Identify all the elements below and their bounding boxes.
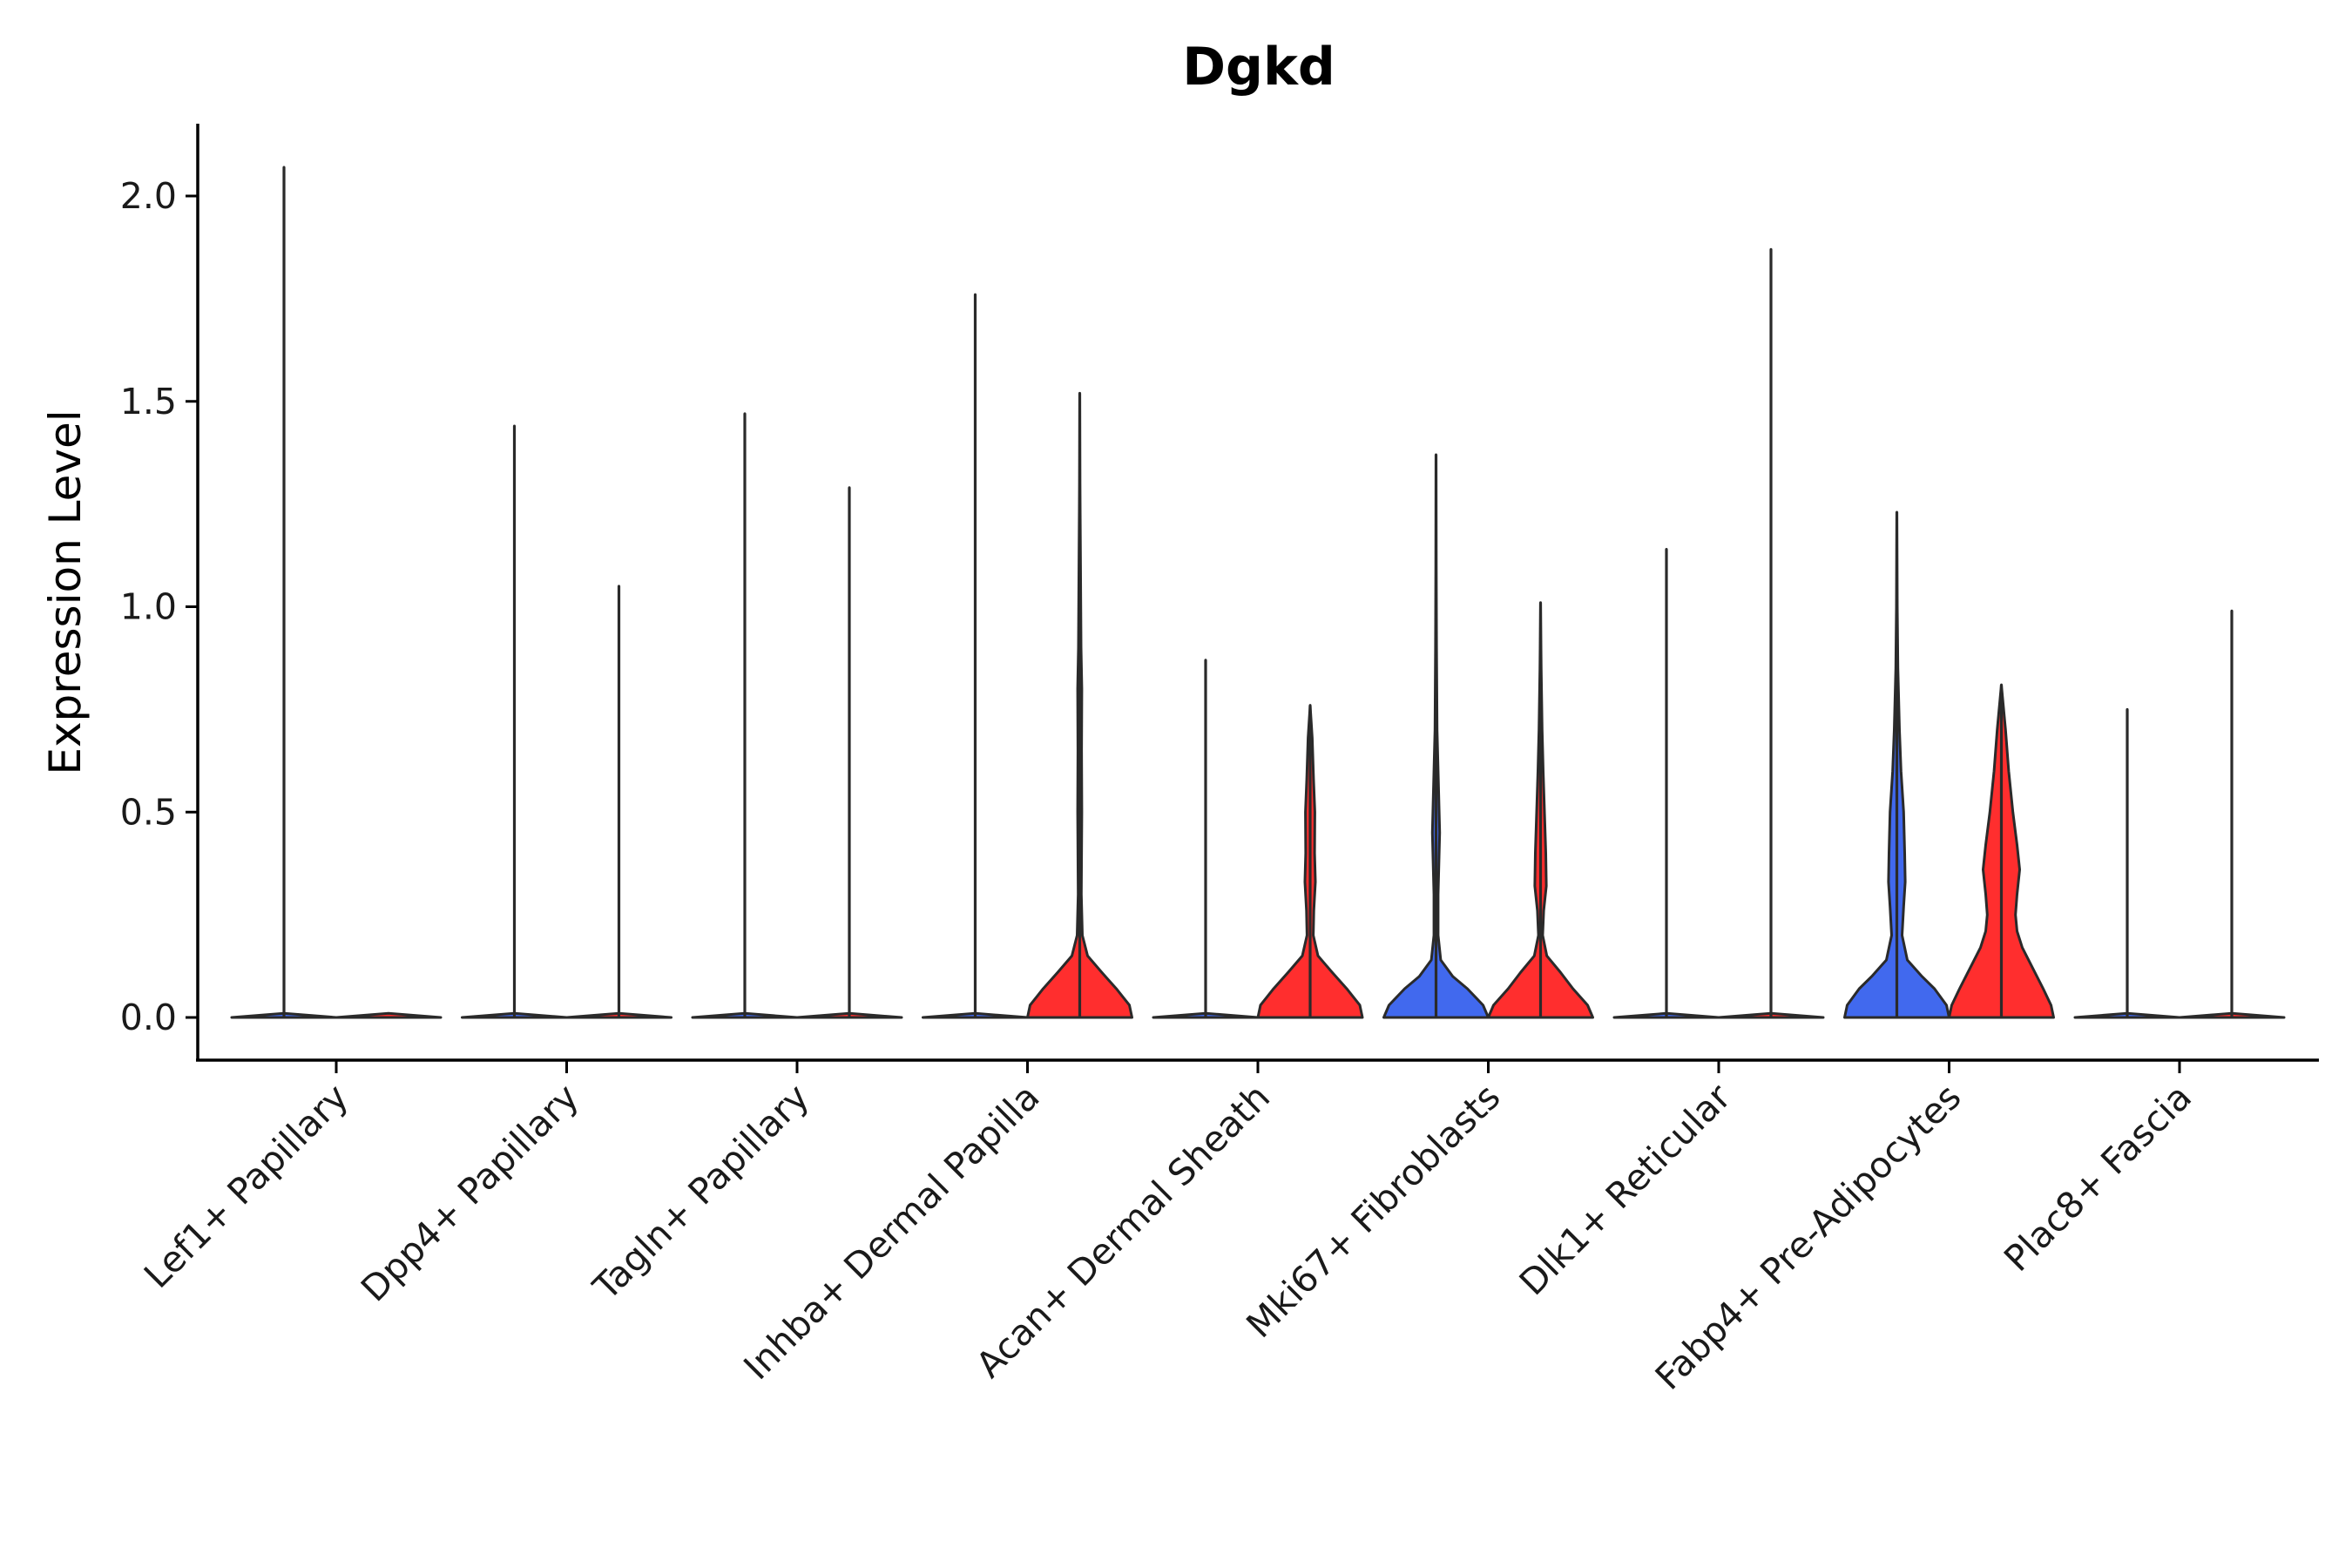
chart-title: Dgkd	[1182, 37, 1335, 98]
y-tick-label: 0.0	[120, 997, 177, 1038]
y-tick-label: 2.0	[120, 175, 177, 217]
y-tick-label: 1.0	[120, 586, 177, 628]
x-tick-label: Mki67+ Fibroblasts	[1239, 1076, 1509, 1346]
x-tick-label: Dpp4+ Papillary	[353, 1076, 586, 1309]
x-tick-label: Plac8+ Fascia	[1996, 1076, 2200, 1280]
x-tick-label: Lef1+ Papillary	[136, 1076, 356, 1296]
violin-0-right	[335, 1011, 443, 1019]
y-ticks: 0.0 0.5 1.0 1.5 2.0	[120, 175, 198, 1038]
violin-layer	[230, 166, 2286, 1019]
y-tick-label: 1.5	[120, 381, 177, 422]
y-axis-label: Expression Level	[40, 409, 91, 774]
y-tick-label: 0.5	[120, 791, 177, 833]
x-tick-label: Tagln+ Papillary	[585, 1076, 817, 1308]
x-tick-label: Dlk1+ Reticular	[1511, 1076, 1739, 1303]
